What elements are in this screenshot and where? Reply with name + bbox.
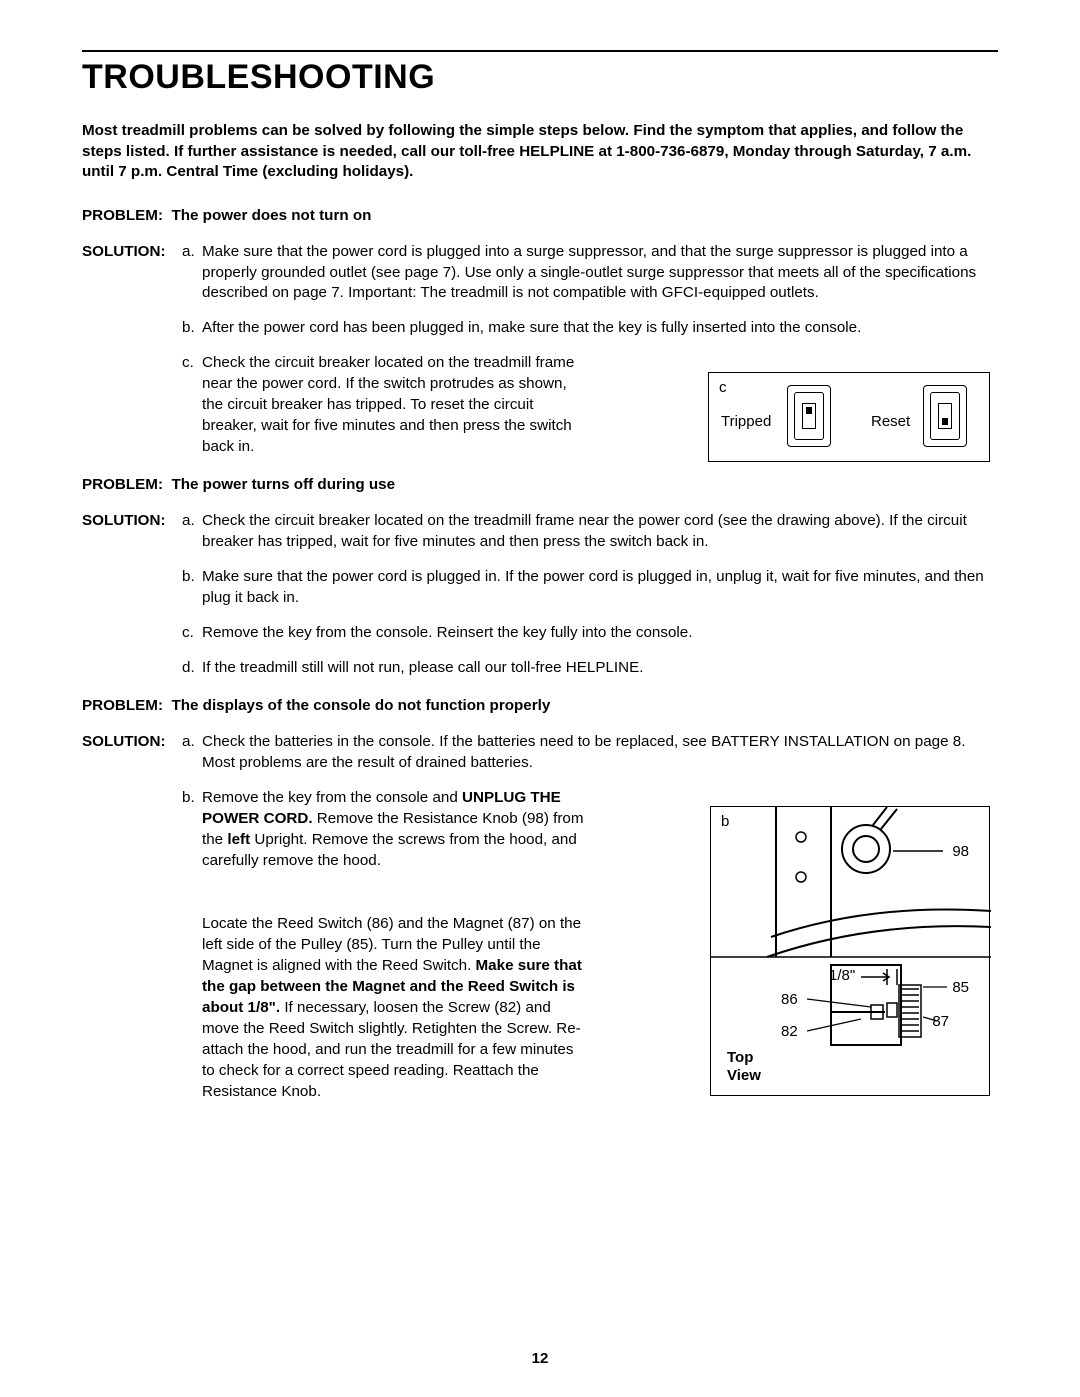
solution-2-d: d. If the treadmill still will not run, …	[82, 658, 998, 679]
solution-2-a: SOLUTION: a. Check the circuit breaker l…	[82, 511, 998, 553]
item-text: After the power cord has been plugged in…	[202, 318, 998, 339]
item-text: Check the batteries in the console. If t…	[202, 732, 998, 774]
callout-98: 98	[952, 843, 969, 860]
figure-c-circuit-breaker: c Tripped Reset	[708, 372, 990, 462]
intro-paragraph: Most treadmill problems can be solved by…	[82, 121, 998, 183]
top-rule	[82, 50, 998, 52]
callout-87: 87	[932, 1013, 949, 1030]
item-text: Remove the key from the console. Reinser…	[202, 623, 998, 644]
solution-label: SOLUTION:	[82, 242, 182, 263]
item-text: Check the circuit breaker located on the…	[202, 511, 998, 553]
item-text: Remove the key from the console and UNPL…	[202, 788, 587, 872]
item-letter: b.	[182, 788, 202, 809]
solution-1-a: SOLUTION: a. Make sure that the power co…	[82, 242, 998, 305]
figure-c-label: c	[719, 379, 727, 396]
item-text: Locate the Reed Switch (86) and the Magn…	[202, 914, 587, 1103]
problem-label: PROBLEM:	[82, 207, 163, 224]
solution-label: SOLUTION:	[82, 732, 182, 753]
item-letter: d.	[182, 658, 202, 679]
callout-gap: 1/8"	[829, 967, 855, 984]
problem-2-heading: PROBLEM: The power turns off during use	[82, 476, 998, 493]
item-text: Make sure that the power cord is plugged…	[202, 567, 998, 609]
problem-text: The power does not turn on	[171, 207, 371, 224]
solution-2-b: b. Make sure that the power cord is plug…	[82, 567, 998, 609]
text-run: Remove the key from the console and	[202, 789, 462, 806]
item-text: Check the circuit breaker located on the…	[202, 353, 587, 458]
text-run: Upright. Remove the screws from the hood…	[202, 831, 577, 869]
item-letter: c.	[182, 353, 202, 374]
problem-3-heading: PROBLEM: The displays of the console do …	[82, 697, 998, 714]
page-number: 12	[0, 1350, 1080, 1367]
reset-label: Reset	[871, 413, 910, 430]
callout-86: 86	[781, 991, 798, 1008]
item-letter: a.	[182, 732, 202, 753]
problem-label: PROBLEM:	[82, 697, 163, 714]
page: TROUBLESHOOTING Most treadmill problems …	[0, 0, 1080, 1397]
solution-2: SOLUTION: a. Check the circuit breaker l…	[82, 511, 998, 679]
solution-2-c: c. Remove the key from the console. Rein…	[82, 623, 998, 644]
item-letter: a.	[182, 511, 202, 532]
item-text: If the treadmill still will not run, ple…	[202, 658, 998, 679]
figure-b-top-view: b	[710, 806, 990, 1096]
solution-3-a: SOLUTION: a. Check the batteries in the …	[82, 732, 998, 774]
callout-85: 85	[952, 979, 969, 996]
problem-text: The power turns off during use	[171, 476, 395, 493]
top-view-label: Top View	[727, 1049, 761, 1085]
switch-tripped-icon	[787, 385, 831, 447]
item-letter: c.	[182, 623, 202, 644]
bold-run: left	[227, 831, 250, 848]
item-letter: b.	[182, 318, 202, 339]
page-title: TROUBLESHOOTING	[82, 58, 998, 97]
switch-reset-icon	[923, 385, 967, 447]
item-letter: a.	[182, 242, 202, 263]
problem-1-heading: PROBLEM: The power does not turn on	[82, 207, 998, 224]
item-text: Make sure that the power cord is plugged…	[202, 242, 998, 305]
problem-text: The displays of the console do not funct…	[171, 697, 550, 714]
item-letter: b.	[182, 567, 202, 588]
tripped-label: Tripped	[721, 413, 771, 430]
solution-label: SOLUTION:	[82, 511, 182, 532]
solution-1-b: b. After the power cord has been plugged…	[82, 318, 998, 339]
callout-82: 82	[781, 1023, 798, 1040]
problem-label: PROBLEM:	[82, 476, 163, 493]
